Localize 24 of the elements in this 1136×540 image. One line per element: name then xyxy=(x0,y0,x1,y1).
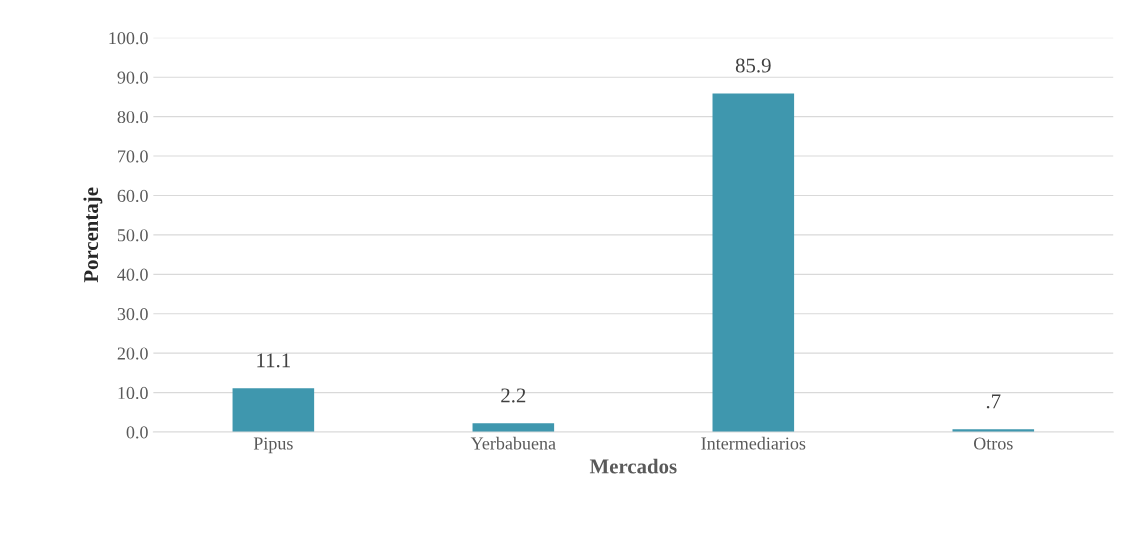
y-tick-label: 40.0 xyxy=(117,268,148,281)
y-tick-label: 30.0 xyxy=(117,308,148,321)
data-label: .7 xyxy=(986,394,1001,409)
y-tick-label: 100.0 xyxy=(109,32,148,45)
bar xyxy=(712,93,795,432)
x-tick-label: Pipus xyxy=(253,437,293,454)
x-tick-label: Yerbabuena xyxy=(470,436,556,450)
data-label: 2.2 xyxy=(501,388,526,403)
data-label: 11.1 xyxy=(257,353,290,368)
data-label: 85.9 xyxy=(735,58,771,73)
y-tick-label: 0.0 xyxy=(126,426,148,439)
bar xyxy=(232,388,315,432)
bar xyxy=(472,423,555,432)
y-tick-label: 10.0 xyxy=(118,386,148,400)
x-axis-title: Mercados xyxy=(589,458,677,474)
y-tick-label: 80.0 xyxy=(117,110,148,124)
x-tick-label: Intermediarios xyxy=(701,436,806,450)
y-axis-title: Porcentaje xyxy=(83,187,103,283)
y-tick-label: 60.0 xyxy=(117,189,148,202)
y-tick-label: 20.0 xyxy=(117,347,148,360)
y-tick-label: 70.0 xyxy=(118,150,148,163)
y-tick-label: 50.0 xyxy=(117,229,148,242)
y-tick-label: 90.0 xyxy=(117,71,148,84)
x-tick-label: Otros xyxy=(973,437,1013,450)
